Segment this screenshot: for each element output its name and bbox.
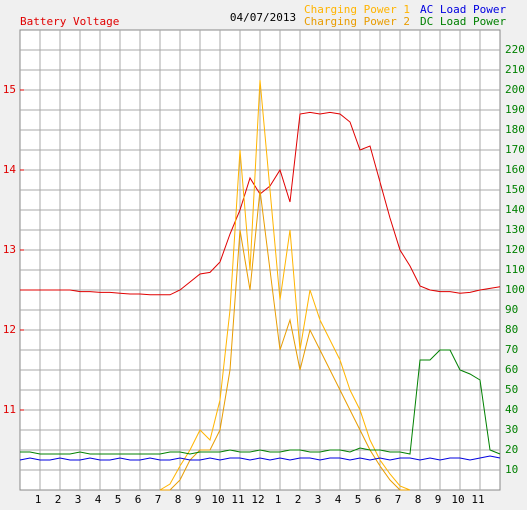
x-tick-label: 9: [195, 493, 202, 506]
legend-entry: Charging Power 1: [304, 3, 410, 16]
x-tick-label: 1: [35, 493, 42, 506]
x-tick-label: 10: [451, 493, 464, 506]
y2-tick-label: 60: [505, 363, 518, 376]
legend-entry: Charging Power 2: [304, 15, 410, 28]
legend-entry: DC Load Power: [420, 15, 506, 28]
x-tick-label: 12: [251, 493, 264, 506]
x-tick-label: 1: [275, 493, 282, 506]
y2-tick-label: 110: [505, 263, 525, 276]
legend-entry: AC Load Power: [420, 3, 506, 16]
y2-tick-label: 50: [505, 383, 518, 396]
series-line: [19, 455, 501, 461]
x-tick-label: 4: [335, 493, 342, 506]
x-tick-label: 5: [355, 493, 362, 506]
x-tick-label: 9: [435, 493, 442, 506]
y2-tick-label: 80: [505, 323, 518, 336]
chart-title: 04/07/2013: [230, 11, 296, 24]
x-tick-label: 10: [211, 493, 224, 506]
y2-tick-label: 200: [505, 83, 525, 96]
y2-tick-label: 30: [505, 423, 518, 436]
y2-tick-label: 120: [505, 243, 525, 256]
series-line: [159, 79, 411, 491]
y2-tick-label: 190: [505, 103, 525, 116]
x-tick-label: 7: [395, 493, 402, 506]
x-tick-label: 4: [95, 493, 102, 506]
x-tick-label: 7: [155, 493, 162, 506]
x-tick-label: 11: [471, 493, 484, 506]
x-tick-label: 11: [231, 493, 244, 506]
y2-tick-label: 160: [505, 163, 525, 176]
y2-tick-label: 70: [505, 343, 518, 356]
x-tick-label: 3: [315, 493, 322, 506]
series-line: [160, 189, 410, 491]
y-tick-label: 15: [3, 83, 16, 96]
x-tick-label: 2: [295, 493, 302, 506]
y2-tick-label: 180: [505, 123, 525, 136]
x-tick-label: 2: [55, 493, 62, 506]
y-tick-label: 12: [3, 323, 16, 336]
x-tick-label: 3: [75, 493, 82, 506]
y-tick-label: 13: [3, 243, 16, 256]
y2-tick-label: 150: [505, 183, 525, 196]
y2-tick-label: 210: [505, 63, 525, 76]
y2-tick-label: 220: [505, 43, 525, 56]
series-line: [20, 349, 501, 455]
x-tick-label: 8: [175, 493, 182, 506]
y-tick-label: 11: [3, 403, 16, 416]
y2-tick-label: 100: [505, 283, 525, 296]
y2-tick-label: 140: [505, 203, 525, 216]
legend-entry: Battery Voltage: [20, 15, 119, 28]
x-tick-label: 6: [375, 493, 382, 506]
x-tick-label: 6: [135, 493, 142, 506]
y2-tick-label: 90: [505, 303, 518, 316]
y-tick-label: 14: [3, 163, 17, 176]
y2-tick-label: 40: [505, 403, 518, 416]
y2-tick-label: 130: [505, 223, 525, 236]
y2-tick-label: 10: [505, 463, 518, 476]
y2-tick-label: 170: [505, 143, 525, 156]
x-tick-label: 5: [115, 493, 122, 506]
y2-tick-label: 20: [505, 443, 518, 456]
x-tick-label: 8: [415, 493, 422, 506]
